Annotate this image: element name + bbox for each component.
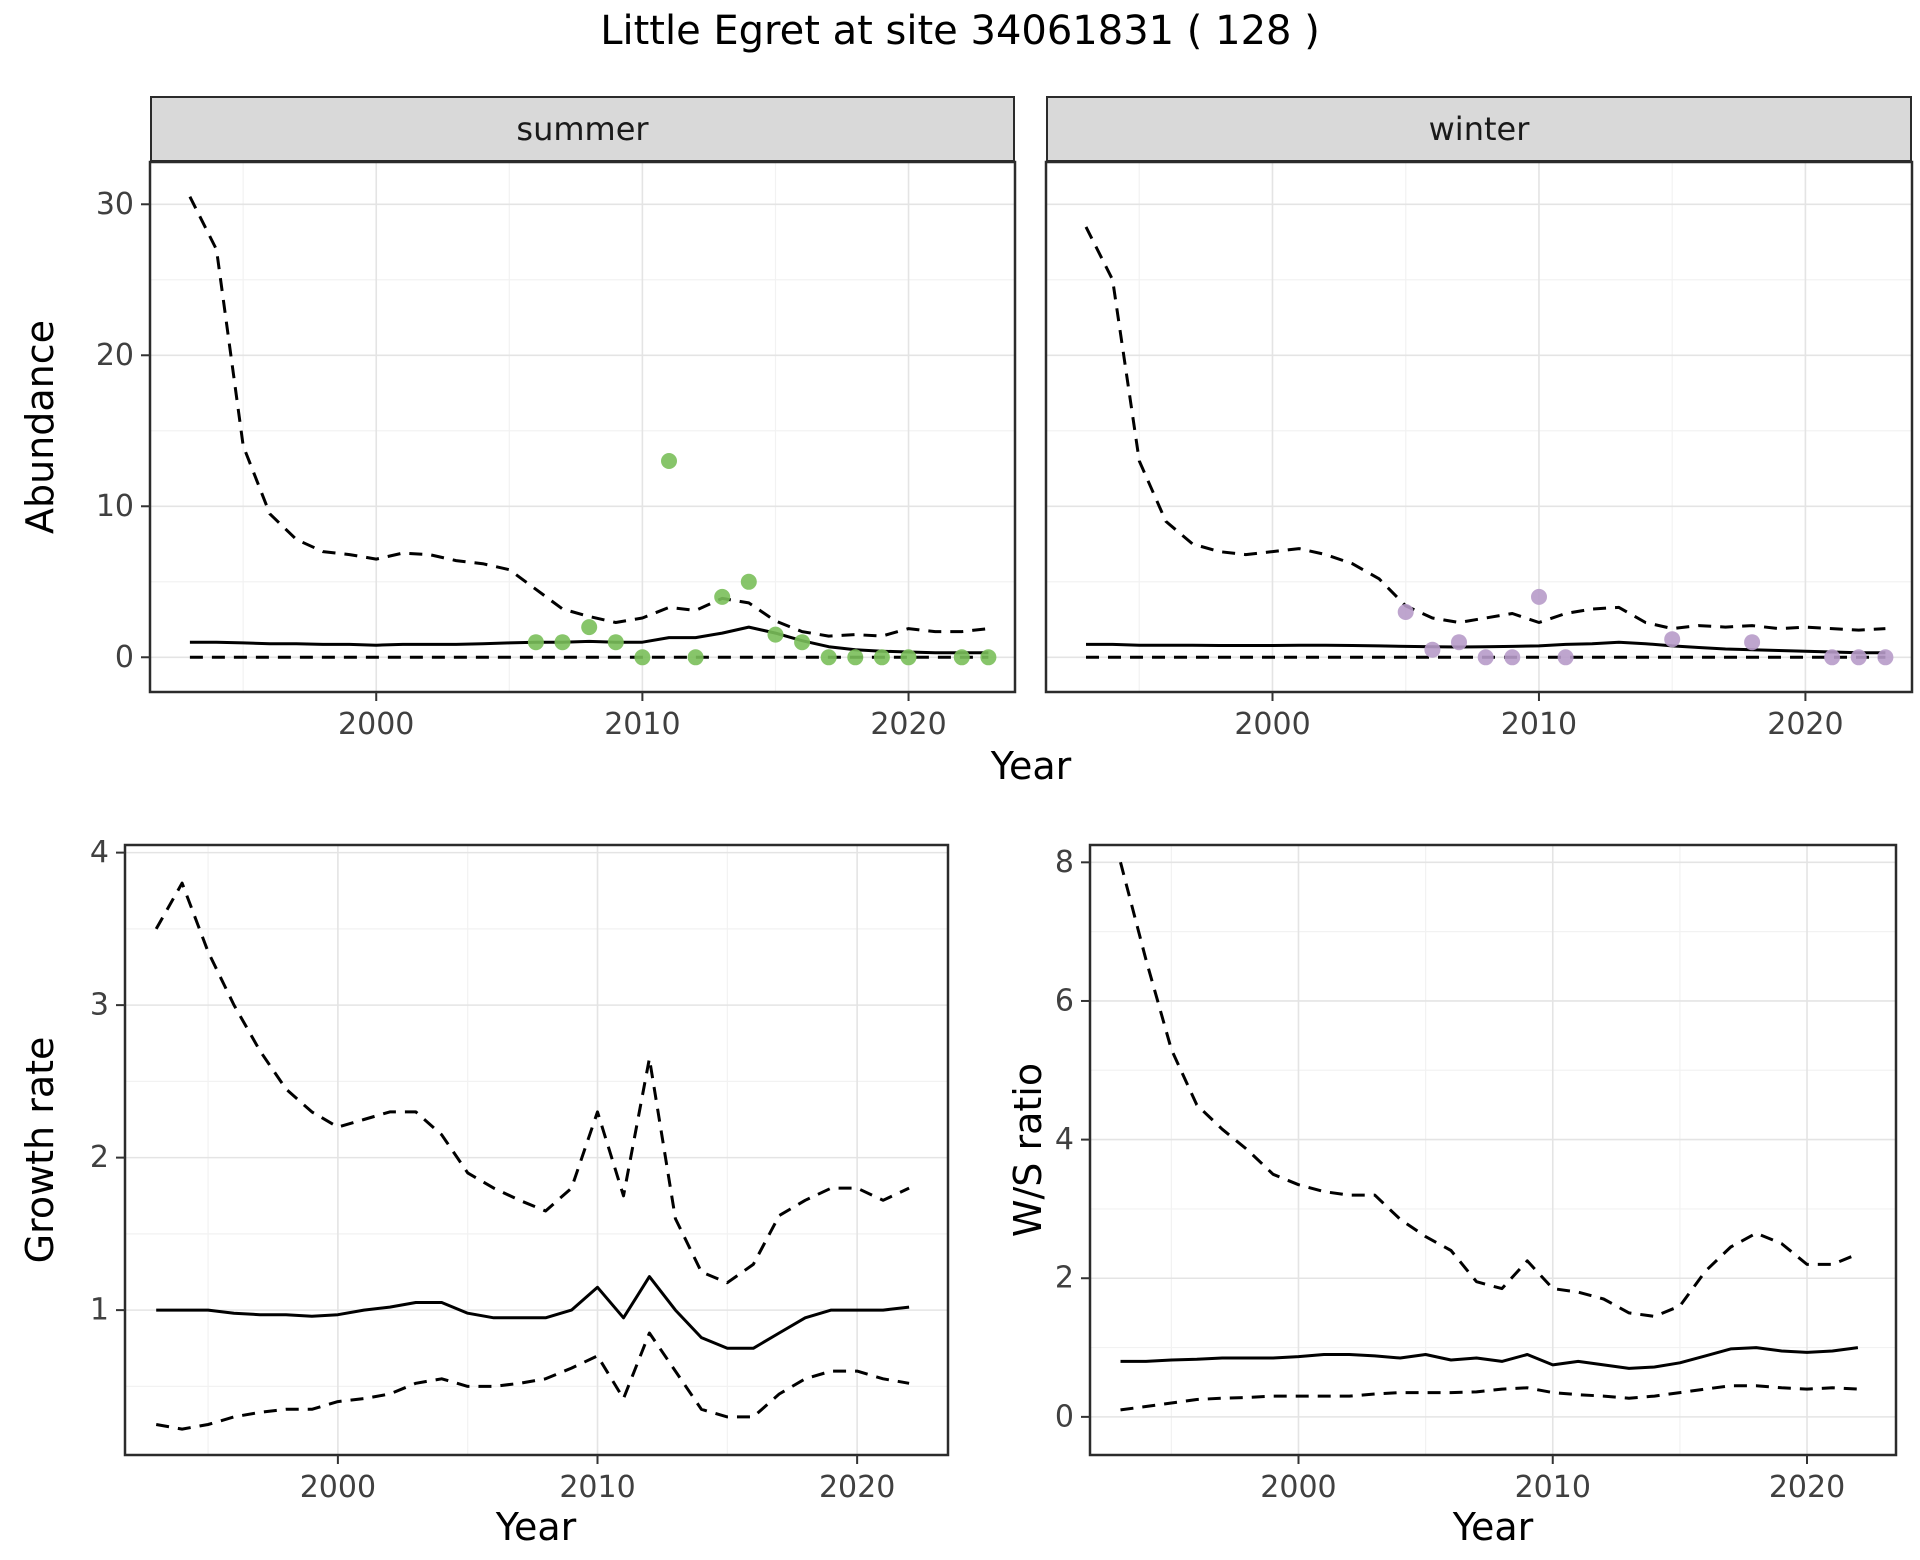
abundance-winter-points bbox=[1397, 588, 1894, 666]
x-tick-label: 2020 bbox=[870, 707, 946, 742]
series-upper_ci bbox=[1119, 861, 1859, 1318]
x-tick-label: 2010 bbox=[604, 707, 680, 742]
panel-border bbox=[148, 160, 1017, 694]
series-upper_ci bbox=[188, 196, 989, 638]
data-point bbox=[847, 649, 864, 666]
panel-background bbox=[125, 845, 948, 1455]
y-tick-label: 6 bbox=[1055, 983, 1074, 1018]
data-point bbox=[953, 649, 970, 666]
facet-strip-summer: summer bbox=[150, 96, 1015, 162]
facet-strip-winter-label: winter bbox=[1428, 110, 1530, 148]
y-tick-label: 3 bbox=[90, 988, 109, 1023]
data-point bbox=[661, 453, 677, 469]
data-point bbox=[714, 588, 731, 605]
y-tick-label: 20 bbox=[96, 338, 134, 373]
data-point bbox=[740, 573, 757, 590]
x-tick-label: 2020 bbox=[1769, 1470, 1845, 1505]
data-point bbox=[1744, 634, 1761, 651]
series-lower_ci bbox=[1120, 1384, 1858, 1412]
data-point bbox=[1424, 641, 1441, 658]
y-tick-label: 1 bbox=[90, 1293, 109, 1328]
x-axis-title-year-bottom-left: Year bbox=[495, 1505, 577, 1549]
data-point bbox=[581, 619, 598, 636]
y-tick-label: 4 bbox=[90, 835, 109, 870]
data-point bbox=[1557, 649, 1574, 666]
abundance-summer-points bbox=[527, 453, 997, 666]
x-tick-label: 2000 bbox=[338, 707, 414, 742]
y-tick-label: 30 bbox=[96, 187, 134, 222]
x-axis-title-year-bottom-right: Year bbox=[1452, 1505, 1534, 1549]
data-point bbox=[634, 649, 651, 666]
y-tick-label: 10 bbox=[96, 489, 134, 524]
data-point bbox=[1477, 649, 1494, 666]
panel-ws-ratio: 2000 2010 2020 0 2 4 6 8 bbox=[1055, 843, 1898, 1505]
y-axis-title-ws-ratio: W/S ratio bbox=[1006, 1062, 1050, 1238]
panel-border bbox=[1044, 160, 1914, 694]
data-point bbox=[607, 634, 624, 651]
panel-growth-rate: 2000 2010 2020 1 2 3 4 bbox=[90, 835, 950, 1505]
panel-background bbox=[150, 162, 1015, 692]
series-lower_ci bbox=[155, 1331, 910, 1431]
series-upper_ci bbox=[154, 881, 910, 1285]
data-point bbox=[1531, 588, 1547, 605]
data-point bbox=[873, 649, 890, 666]
data-point bbox=[767, 626, 784, 643]
data-point bbox=[900, 649, 917, 666]
data-point bbox=[1877, 649, 1894, 666]
data-point bbox=[687, 649, 704, 666]
data-point bbox=[1664, 631, 1681, 648]
y-axis-title-growth-rate: Growth rate bbox=[18, 1036, 62, 1264]
panel-border bbox=[123, 843, 950, 1457]
facet-strip-summer-label: summer bbox=[516, 110, 649, 148]
figure-title: Little Egret at site 34061831 ( 128 ) bbox=[600, 8, 1320, 54]
panel-background bbox=[1090, 845, 1896, 1455]
y-tick-label: 2 bbox=[1055, 1261, 1074, 1296]
x-tick-label: 2000 bbox=[1260, 1470, 1336, 1505]
y-tick-label: 2 bbox=[90, 1140, 109, 1175]
x-tick-label: 2020 bbox=[1767, 707, 1843, 742]
panel-abundance-winter: 2000 2010 2020 bbox=[1044, 160, 1914, 742]
data-point bbox=[794, 634, 811, 651]
series-median bbox=[156, 1275, 910, 1350]
data-point bbox=[980, 649, 997, 666]
y-tick-label: 8 bbox=[1055, 845, 1074, 880]
y-tick-label: 0 bbox=[115, 640, 134, 675]
data-point bbox=[820, 649, 837, 666]
x-axis-title-year-top: Year bbox=[990, 744, 1072, 788]
x-tick-label: 2020 bbox=[819, 1470, 895, 1505]
series-upper_ci bbox=[1084, 226, 1886, 632]
panel-background bbox=[1046, 162, 1912, 692]
y-axis-title-abundance: Abundance bbox=[18, 319, 62, 535]
data-point bbox=[1451, 634, 1467, 651]
x-tick-label: 2000 bbox=[300, 1470, 376, 1505]
series-median bbox=[1120, 1346, 1859, 1370]
data-point bbox=[1850, 649, 1867, 666]
y-tick-label: 4 bbox=[1055, 1122, 1074, 1157]
y-tick-label: 0 bbox=[1055, 1399, 1074, 1434]
x-tick-label: 2010 bbox=[1515, 1470, 1591, 1505]
x-tick-label: 2010 bbox=[1501, 707, 1577, 742]
x-tick-label: 2000 bbox=[1234, 707, 1310, 742]
data-point bbox=[1824, 649, 1841, 666]
data-point bbox=[554, 634, 571, 651]
panel-border bbox=[1088, 843, 1898, 1457]
data-point bbox=[527, 634, 544, 651]
x-tick-label: 2010 bbox=[559, 1470, 635, 1505]
data-point bbox=[1397, 604, 1414, 620]
facet-strip-winter: winter bbox=[1046, 96, 1912, 162]
data-point bbox=[1504, 649, 1521, 666]
panel-abundance-summer: 2000 2010 2020 0 10 20 30 bbox=[96, 160, 1017, 742]
